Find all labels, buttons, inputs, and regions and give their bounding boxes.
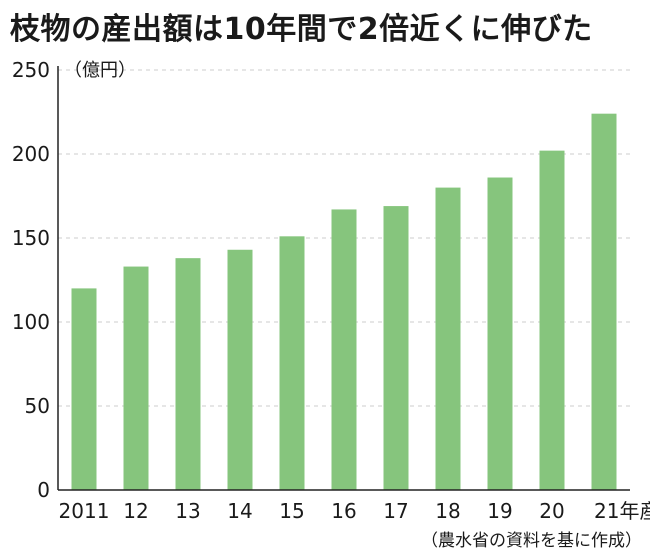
bar	[227, 249, 253, 490]
bar	[279, 236, 305, 490]
bar	[71, 288, 97, 490]
y-tick-label: 50	[25, 394, 50, 418]
x-tick-labels: 2011 12 13 14 15 16 17 18 19 20 21年産	[59, 499, 650, 523]
bar	[123, 266, 149, 490]
x-tick-label: 18	[435, 499, 460, 523]
chart-title: 枝物の産出額は10年間で2倍近くに伸びた	[10, 12, 593, 47]
bar	[383, 206, 409, 490]
bar	[331, 209, 357, 490]
bar	[175, 258, 201, 490]
y-tick-label: 0	[37, 478, 50, 502]
x-tick-label: 20	[539, 499, 564, 523]
y-tick-label: 150	[12, 226, 50, 250]
axes	[57, 66, 630, 491]
x-tick-label: 16	[331, 499, 356, 523]
bar	[435, 187, 461, 490]
x-tick-label: 12	[123, 499, 148, 523]
source-note: （農水省の資料を基に作成）	[421, 531, 642, 551]
x-tick-label: 15	[279, 499, 304, 523]
x-tick-label: 17	[383, 499, 408, 523]
bar	[539, 150, 565, 490]
y-tick-labels: 0 50 100 150 200 250	[12, 58, 50, 502]
bar	[487, 177, 513, 490]
x-tick-label: 2011	[59, 499, 110, 523]
x-tick-label: 14	[227, 499, 252, 523]
bars	[71, 113, 617, 491]
bar	[591, 113, 617, 491]
y-tick-label: 100	[12, 310, 50, 334]
y-tick-label: 200	[12, 142, 50, 166]
x-tick-label: 21年産	[594, 499, 650, 523]
y-axis-unit-label: （億円）	[64, 60, 136, 81]
y-tick-label: 250	[12, 58, 50, 82]
x-tick-label: 13	[175, 499, 200, 523]
x-tick-label: 19	[487, 499, 512, 523]
